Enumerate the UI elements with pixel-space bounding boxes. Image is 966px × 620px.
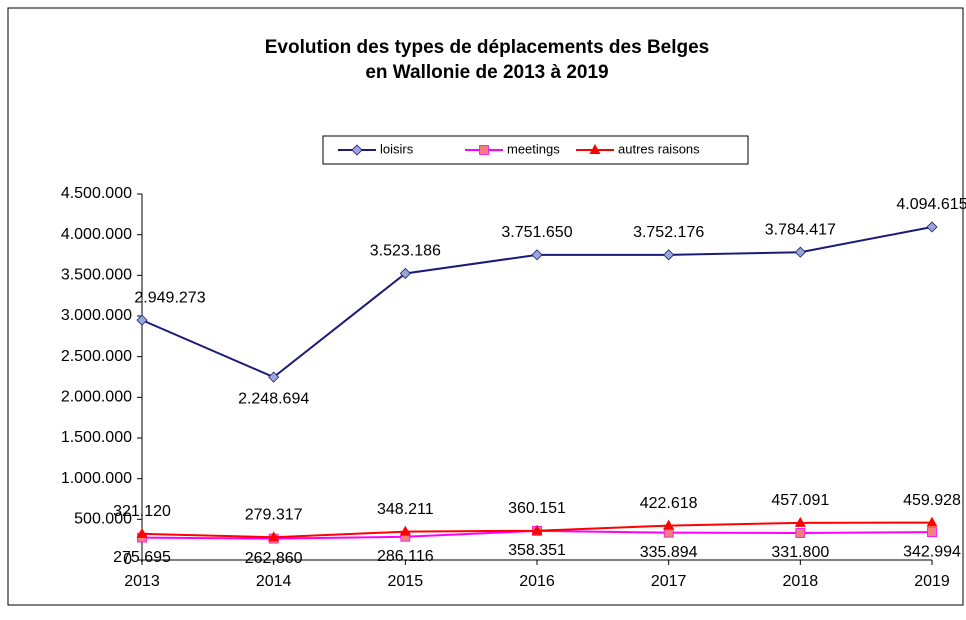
- data-label: 4.094.615: [896, 196, 966, 213]
- data-label: 331.800: [771, 544, 829, 561]
- x-tick-label: 2016: [519, 573, 555, 590]
- data-point: [268, 371, 280, 383]
- data-label: 3.751.650: [501, 224, 572, 241]
- x-tick-label: 2013: [124, 573, 160, 590]
- legend-box: [322, 135, 749, 165]
- data-label: 2.248.694: [238, 390, 309, 407]
- legend-label: autres raisons: [618, 141, 700, 156]
- data-label: 358.351: [508, 542, 566, 559]
- data-point: [926, 516, 938, 527]
- x-tick-label: 2018: [783, 573, 819, 590]
- data-label: 275.695: [113, 549, 171, 566]
- y-tick-label: 2.500.000: [61, 348, 132, 365]
- data-point: [136, 314, 148, 326]
- data-point: [927, 527, 937, 538]
- legend-label: meetings: [507, 141, 560, 156]
- y-tick-label: 0: [123, 551, 132, 568]
- data-point: [926, 221, 938, 233]
- data-label: 321.120: [113, 503, 171, 520]
- data-point: [268, 531, 280, 542]
- legend-marker: [589, 144, 601, 154]
- y-tick-label: 500.000: [74, 511, 132, 528]
- data-point: [794, 516, 806, 527]
- y-tick-label: 4.500.000: [61, 185, 132, 202]
- data-label: 457.091: [771, 492, 829, 509]
- legend-marker: [351, 144, 363, 156]
- data-label: 3.752.176: [633, 224, 704, 241]
- y-tick-label: 1.000.000: [61, 470, 132, 487]
- data-label: 286.116: [377, 548, 434, 565]
- data-point: [663, 249, 675, 261]
- data-point: [399, 267, 411, 280]
- data-point: [795, 528, 806, 538]
- chart-title: en Wallonie de 2013 à 2019: [365, 62, 608, 83]
- legend-label: loisirs: [380, 141, 414, 156]
- data-label: 459.928: [903, 492, 961, 509]
- data-point: [531, 524, 543, 535]
- data-label: 262.860: [245, 550, 303, 567]
- chart-title: Evolution des types de déplacements des …: [265, 37, 710, 58]
- y-tick-label: 3.000.000: [61, 307, 132, 324]
- x-tick-label: 2014: [256, 573, 292, 590]
- x-tick-label: 2017: [651, 573, 687, 590]
- data-point: [531, 249, 543, 261]
- data-label: 335.894: [640, 544, 698, 561]
- y-tick-label: 3.500.000: [61, 267, 132, 284]
- data-label: 342.994: [903, 543, 961, 560]
- data-label: 279.317: [245, 507, 303, 524]
- x-tick-label: 2015: [388, 573, 424, 590]
- y-tick-label: 4.000.000: [61, 226, 132, 243]
- data-label: 2.949.273: [134, 289, 205, 306]
- data-point: [794, 246, 806, 258]
- legend-marker: [479, 145, 489, 155]
- data-point: [399, 525, 411, 536]
- data-label: 3.784.417: [765, 221, 836, 238]
- chart-border: [7, 7, 964, 606]
- y-tick-label: 2.000.000: [61, 389, 132, 406]
- data-label: 360.151: [508, 500, 566, 517]
- y-tick-label: 1.500.000: [61, 429, 132, 446]
- data-label: 3.523.186: [370, 243, 441, 260]
- data-label: 422.618: [640, 495, 698, 512]
- data-point: [663, 519, 675, 530]
- x-tick-label: 2019: [914, 573, 950, 590]
- data-label: 348.211: [377, 501, 434, 518]
- data-point: [136, 527, 148, 538]
